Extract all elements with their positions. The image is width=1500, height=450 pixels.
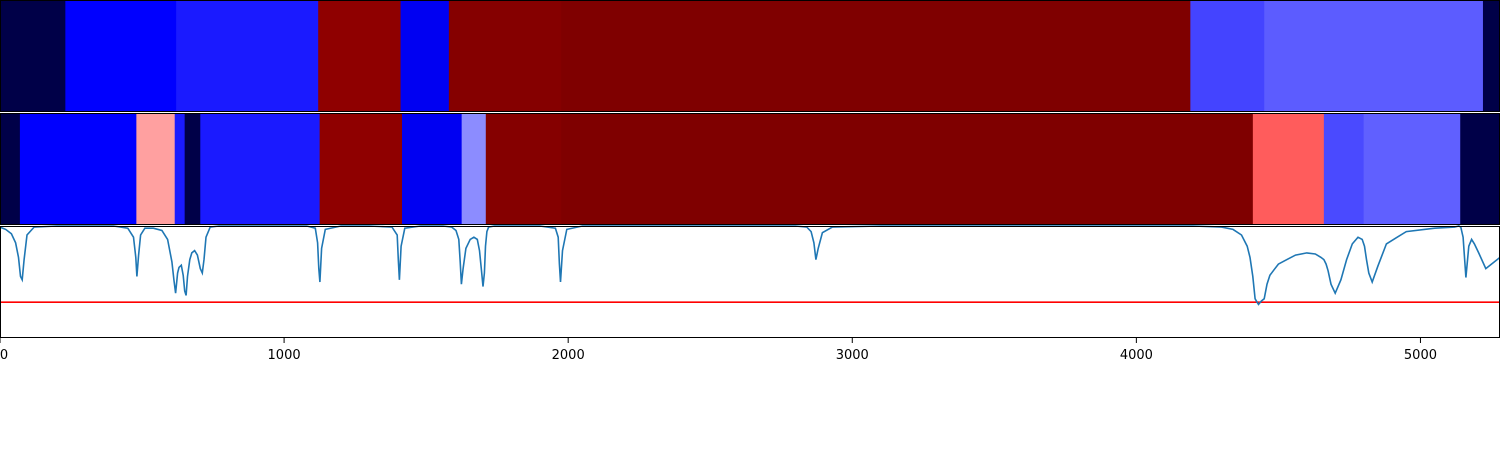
heat-segment-row1-5 — [400, 0, 450, 112]
heat-segment-row2-6 — [200, 113, 321, 225]
heat-segment-row2-9 — [461, 113, 487, 225]
x-tick-label-4000: 4000 — [1120, 348, 1153, 363]
line-panel — [0, 225, 1500, 338]
heat-segment-row1-6 — [448, 0, 562, 112]
heat-segment-row1-9 — [1264, 0, 1484, 112]
heat-segment-row2-14 — [1363, 113, 1461, 225]
heat-row-middle — [0, 113, 1500, 225]
heat-segment-row2-7 — [319, 113, 403, 225]
line-panel-background — [0, 226, 1500, 338]
heat-segment-row2-4 — [174, 113, 186, 225]
x-tick-label-1000: 1000 — [268, 348, 301, 363]
heat-segment-row1-10 — [1482, 0, 1500, 112]
heat-segment-row2-15 — [1460, 113, 1500, 225]
heat-segment-row1-1 — [0, 0, 66, 112]
heat-row-top — [0, 0, 1500, 112]
heat-segment-row2-13 — [1323, 113, 1365, 225]
x-axis: 0 1000 2000 3000 4000 5000 — [0, 338, 1437, 363]
heat-segment-row2-5 — [184, 113, 201, 225]
heat-segment-row2-11 — [561, 113, 1254, 225]
heat-segment-row1-4 — [318, 0, 402, 112]
heat-segment-row2-12 — [1252, 113, 1325, 225]
x-tick-label-2000: 2000 — [552, 348, 585, 363]
series-line — [0, 225, 1500, 306]
x-tick-label-3000: 3000 — [836, 348, 869, 363]
heat-segment-row1-8 — [1190, 0, 1265, 112]
heat-segment-row2-10 — [485, 113, 562, 225]
heat-segment-row2-1 — [0, 113, 21, 225]
x-tick-label-5000: 5000 — [1404, 348, 1437, 363]
heat-segment-row2-2 — [19, 113, 137, 225]
heat-segment-row1-2 — [65, 0, 177, 112]
x-tick-label-0: 0 — [0, 348, 8, 363]
heat-segment-row1-7 — [561, 0, 1191, 112]
heat-segment-row2-3 — [136, 113, 176, 225]
heat-segment-row1-3 — [176, 0, 319, 112]
heat-segment-row2-8 — [401, 113, 463, 225]
